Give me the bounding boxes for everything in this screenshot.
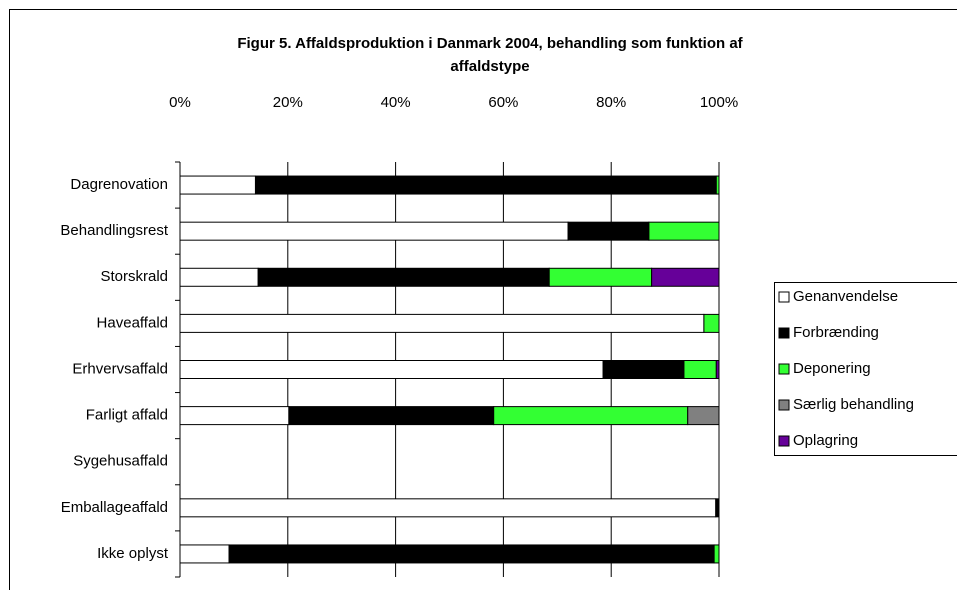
legend-box — [774, 282, 957, 456]
y-tick-label: Farligt affald — [86, 407, 168, 424]
bar-segment — [651, 267, 720, 287]
x-tick-label: 60% — [488, 94, 518, 111]
legend-swatch — [778, 327, 790, 339]
bar-segment — [567, 221, 650, 241]
bar-segment — [179, 313, 705, 333]
x-tick-label: 20% — [273, 94, 303, 111]
y-tick-label: Haveaffald — [97, 314, 168, 331]
legend-swatch — [778, 291, 790, 303]
y-tick-label: Erhvervsaffald — [72, 360, 168, 377]
y-tick-label: Sygehusaffald — [73, 453, 168, 470]
legend-swatch — [778, 399, 790, 411]
legend-swatch — [778, 435, 790, 447]
bar-segment — [715, 498, 720, 518]
bar-segment — [179, 175, 256, 195]
legend-label: Forbrænding — [793, 324, 879, 341]
bar-segment — [179, 498, 717, 518]
bar-segment — [254, 175, 717, 195]
x-tick-label: 80% — [596, 94, 626, 111]
x-tick-label: 0% — [169, 94, 191, 111]
bar-segment — [683, 360, 717, 379]
bar-segment — [703, 313, 720, 333]
y-tick-label: Emballageaffald — [61, 499, 168, 516]
y-tick-label: Dagrenovation — [70, 176, 168, 193]
y-tick-label: Storskrald — [100, 268, 168, 285]
bar-segment — [179, 544, 230, 564]
chart-title: affaldstype — [450, 58, 529, 75]
bar-segment — [548, 267, 653, 287]
bar-segment — [228, 544, 715, 564]
bar-segment — [602, 360, 685, 379]
legend-label: Særlig behandling — [793, 396, 914, 413]
chart-title: Figur 5. Affaldsproduktion i Danmark 200… — [237, 35, 743, 52]
bar-segment — [713, 544, 720, 564]
bar-segment — [715, 360, 720, 379]
bar-segment — [288, 406, 495, 426]
legend-label: Genanvendelse — [793, 288, 898, 305]
bar-segment — [257, 267, 550, 287]
x-tick-label: 100% — [700, 94, 738, 111]
legend-label: Oplagring — [793, 432, 858, 449]
x-tick-label: 40% — [381, 94, 411, 111]
y-tick-label: Behandlingsrest — [60, 222, 168, 239]
legend-label: Deponering — [793, 360, 871, 377]
legend-swatch — [778, 363, 790, 375]
bar-segment — [179, 221, 569, 241]
bar-segment — [648, 221, 720, 241]
bar-segment — [687, 406, 720, 426]
bar-segment — [715, 175, 720, 195]
y-tick-label: Ikke oplyst — [97, 545, 169, 562]
bar-segment — [179, 406, 290, 426]
bar-segment — [493, 406, 689, 426]
bar-segment — [179, 360, 604, 379]
bar-segment — [179, 267, 259, 287]
